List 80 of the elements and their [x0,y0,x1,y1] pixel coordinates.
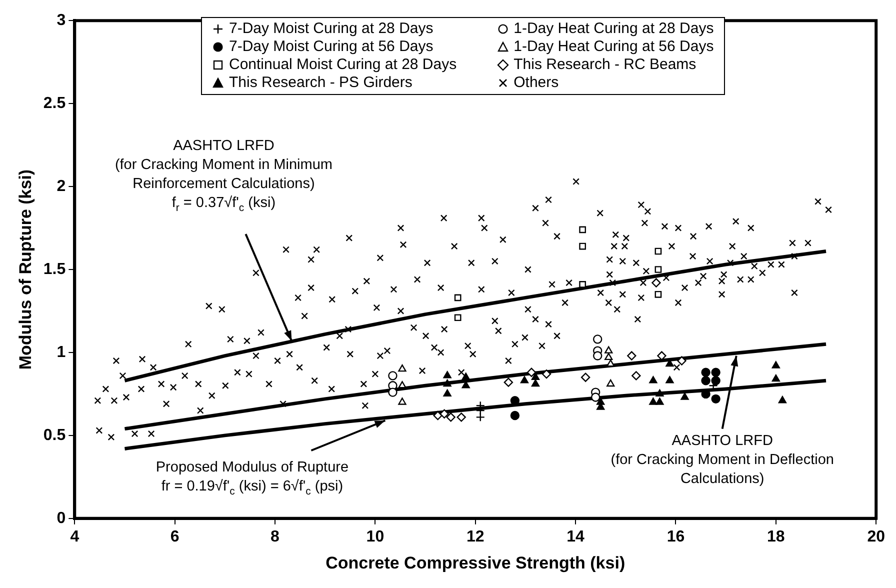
point [398,381,406,388]
point [711,394,720,404]
y-tick-label: 2 [56,178,66,195]
point [772,374,780,382]
x-tick-label: 6 [170,528,180,546]
point [398,398,406,405]
x-tick-label: 16 [666,528,685,546]
point [701,368,710,377]
point [711,368,720,377]
point [652,278,661,288]
x-tick-label: 12 [466,528,484,546]
point [476,406,485,416]
point [462,372,470,380]
point [580,372,590,382]
point [440,409,449,418]
y-tick-label: 1 [56,344,66,361]
x-tick-label: 18 [767,528,785,546]
point [772,361,780,368]
point [680,392,689,400]
x-tick-label: 4 [70,528,80,546]
point [666,376,674,384]
legend-label: 7-Day Moist Curing at 28 Days [229,20,434,38]
legend-label: Continual Moist Curing at 28 Days [229,56,457,74]
point [592,351,602,360]
point [649,398,658,405]
point [476,412,485,422]
point [654,266,662,273]
point [590,392,600,402]
point [504,378,514,387]
x-tick-label: 8 [270,528,280,546]
point [654,248,662,255]
point [656,389,664,397]
point [579,281,586,288]
point [632,371,641,380]
legend-label: 1-Day Heat Curing at 28 Days [514,20,714,38]
point [446,412,456,422]
y-tick-label: 2.5 [43,94,66,112]
point [443,371,452,378]
point [542,369,552,379]
point [579,226,586,234]
legend-label: This Research - PS Girders [229,74,412,92]
point [627,351,636,360]
x-tick-label: 10 [366,528,384,546]
x-tick-label: 20 [867,528,886,546]
point [654,290,662,298]
point [510,410,520,420]
point [711,376,720,386]
point [526,368,536,377]
point [388,388,398,397]
point [604,346,613,354]
y-tick-label: 0 [56,510,66,527]
annotation: AASHTO LRFD (for Cracking Moment in Deflection Calculations) [610,432,834,487]
point [443,389,452,397]
point [443,379,452,387]
point [388,371,398,380]
point [454,294,462,302]
point [398,364,406,372]
legend-label: Others [514,74,559,92]
x-tick-label: 14 [566,528,585,546]
point [454,314,462,322]
point [604,352,613,360]
legend-label: 1-Day Heat Curing at 56 Days [514,38,714,56]
point [606,379,615,387]
legend-label: 7-Day Moist Curing at 56 Days [229,38,434,56]
point [579,242,586,250]
point [701,376,710,386]
point [649,376,658,384]
point [456,412,466,422]
y-tick-label: 3 [56,12,66,30]
y-tick-label: 1.5 [43,260,66,278]
point [592,334,602,344]
point [778,396,786,404]
legend-label: This Research - RC Beams [514,56,696,74]
y-axis-title: Modulus of Rupture (ksi) [16,169,35,370]
y-tick-label: 0.5 [43,426,66,444]
point [656,398,664,405]
point [677,356,686,366]
point [531,379,540,387]
x-axis-title: Concrete Compressive Strength (ksi) [326,553,626,572]
point [520,376,529,384]
